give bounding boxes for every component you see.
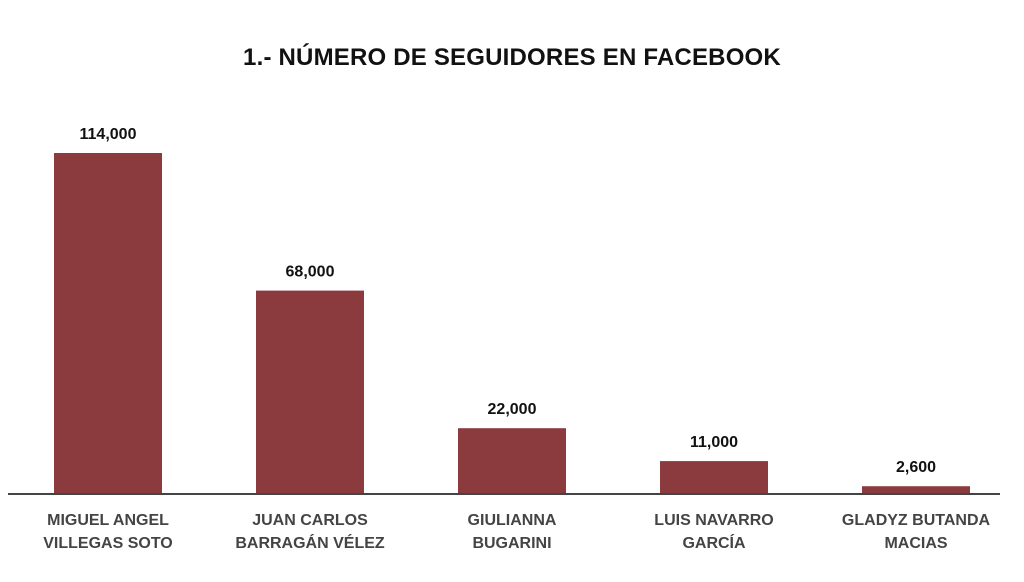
category-label-3-line-1: GARCÍA — [682, 533, 746, 552]
bar-0 — [54, 153, 162, 494]
category-label-0-line-0: MIGUEL ANGEL — [47, 512, 169, 529]
bar-3 — [660, 461, 768, 494]
category-label-1-line-0: JUAN CARLOS — [252, 512, 368, 529]
category-label-0-line-1: VILLEGAS SOTO — [43, 535, 173, 552]
value-labels-group: 114,000 68,000 22,000 11,000 2,600 — [80, 126, 937, 476]
category-labels-group: MIGUEL ANGEL VILLEGAS SOTO JUAN CARLOS BARR… — [43, 512, 990, 552]
value-label-2: 22,000 — [488, 401, 537, 418]
category-label-4-line-1: MACIAS — [884, 535, 947, 552]
bar-4 — [862, 486, 970, 494]
category-label-2-line-1: BUGARINI — [472, 535, 551, 552]
category-label-4-line-0: GLADYZ BUTANDA — [842, 512, 991, 529]
bars-group — [54, 153, 970, 494]
category-label-1-line-1: BARRAGÁN VÉLEZ — [235, 533, 385, 552]
value-label-0: 114,000 — [80, 126, 137, 143]
bar-1 — [256, 290, 364, 494]
value-label-3: 11,000 — [690, 434, 738, 451]
category-label-3-line-0: LUIS NAVARRO — [654, 512, 773, 529]
value-label-1: 68,000 — [286, 264, 335, 281]
bar-2 — [458, 428, 566, 494]
value-label-4: 2,600 — [896, 459, 936, 476]
category-label-2-line-0: GIULIANNA — [468, 512, 557, 529]
chart-title: 1.- NÚMERO DE SEGUIDORES EN FACEBOOK — [243, 44, 781, 71]
